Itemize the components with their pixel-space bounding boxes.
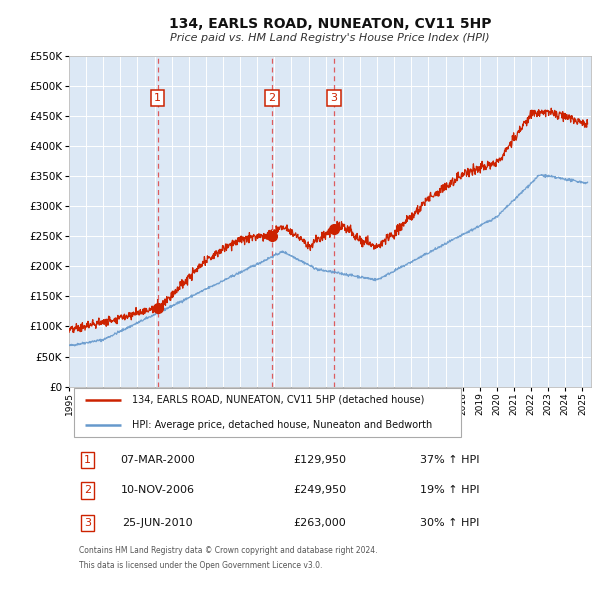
Text: 10-NOV-2006: 10-NOV-2006 (121, 486, 195, 496)
Text: 134, EARLS ROAD, NUNEATON, CV11 5HP (detached house): 134, EARLS ROAD, NUNEATON, CV11 5HP (det… (131, 395, 424, 405)
FancyBboxPatch shape (74, 388, 461, 437)
Text: Contains HM Land Registry data © Crown copyright and database right 2024.: Contains HM Land Registry data © Crown c… (79, 546, 378, 555)
Text: 37% ↑ HPI: 37% ↑ HPI (421, 455, 480, 466)
Text: 30% ↑ HPI: 30% ↑ HPI (421, 517, 480, 527)
Text: 07-MAR-2000: 07-MAR-2000 (121, 455, 195, 466)
Text: £263,000: £263,000 (293, 517, 346, 527)
Text: 2: 2 (84, 486, 91, 496)
Text: £249,950: £249,950 (293, 486, 346, 496)
Text: £129,950: £129,950 (293, 455, 346, 466)
Text: 1: 1 (84, 455, 91, 466)
Text: Price paid vs. HM Land Registry's House Price Index (HPI): Price paid vs. HM Land Registry's House … (170, 34, 490, 43)
Text: 134, EARLS ROAD, NUNEATON, CV11 5HP: 134, EARLS ROAD, NUNEATON, CV11 5HP (169, 17, 491, 31)
Text: HPI: Average price, detached house, Nuneaton and Bedworth: HPI: Average price, detached house, Nune… (131, 420, 432, 430)
Text: 19% ↑ HPI: 19% ↑ HPI (421, 486, 480, 496)
Text: 25-JUN-2010: 25-JUN-2010 (122, 517, 193, 527)
Text: This data is licensed under the Open Government Licence v3.0.: This data is licensed under the Open Gov… (79, 561, 323, 571)
Text: 3: 3 (331, 93, 337, 103)
Text: 3: 3 (84, 517, 91, 527)
Text: 1: 1 (154, 93, 161, 103)
Text: 2: 2 (268, 93, 275, 103)
